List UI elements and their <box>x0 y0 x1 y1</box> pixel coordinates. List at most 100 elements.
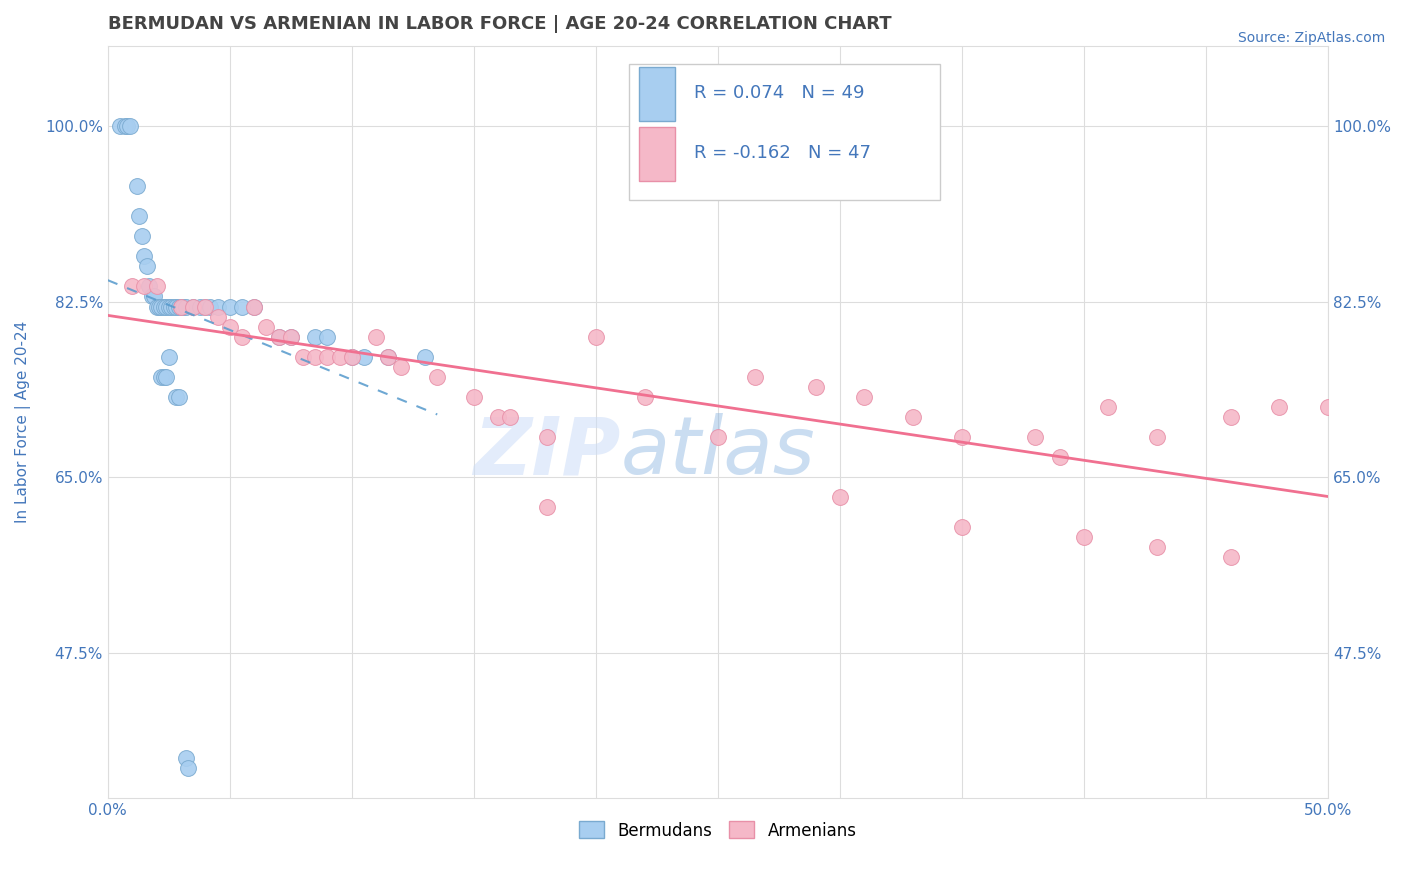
Point <box>903 409 925 424</box>
Point <box>143 289 166 303</box>
Point <box>150 300 173 314</box>
Text: R = -0.162   N = 47: R = -0.162 N = 47 <box>693 145 870 162</box>
Point <box>155 369 177 384</box>
Point <box>194 300 217 314</box>
Point <box>1024 430 1046 444</box>
Point <box>177 761 200 775</box>
Point <box>499 409 522 424</box>
Text: atlas: atlas <box>620 413 815 491</box>
Point <box>304 350 326 364</box>
Point <box>353 350 375 364</box>
Point <box>174 300 197 314</box>
Point <box>172 300 194 314</box>
Text: BERMUDAN VS ARMENIAN IN LABOR FORCE | AGE 20-24 CORRELATION CHART: BERMUDAN VS ARMENIAN IN LABOR FORCE | AG… <box>108 15 891 33</box>
Point <box>200 300 222 314</box>
Point <box>181 300 204 314</box>
Bar <box>638 127 675 181</box>
Point <box>207 300 229 314</box>
Point <box>153 300 176 314</box>
Point <box>167 300 190 314</box>
Point <box>243 300 266 314</box>
Point <box>340 350 363 364</box>
Point <box>585 329 607 343</box>
Text: ZIP: ZIP <box>472 413 620 491</box>
Y-axis label: In Labor Force | Age 20-24: In Labor Force | Age 20-24 <box>15 321 31 523</box>
Point <box>145 300 167 314</box>
FancyBboxPatch shape <box>628 64 941 200</box>
Point <box>134 279 156 293</box>
Point <box>280 329 302 343</box>
Point <box>366 329 388 343</box>
Point <box>950 520 973 534</box>
Point <box>128 209 150 223</box>
Point <box>174 751 197 765</box>
Point <box>377 350 399 364</box>
Point <box>134 249 156 263</box>
Point <box>160 300 183 314</box>
Point <box>413 350 436 364</box>
Point <box>340 350 363 364</box>
Point <box>292 350 315 364</box>
Point <box>150 369 173 384</box>
Point <box>121 279 143 293</box>
Point <box>165 300 187 314</box>
Point <box>218 300 240 314</box>
Point <box>138 279 160 293</box>
Point <box>1219 409 1241 424</box>
Point <box>1317 400 1340 414</box>
Point <box>804 380 827 394</box>
Point <box>377 350 399 364</box>
Point <box>1049 450 1071 464</box>
Point <box>117 119 139 133</box>
Point <box>108 119 131 133</box>
Point <box>1268 400 1291 414</box>
Point <box>267 329 290 343</box>
Point <box>114 119 136 133</box>
Point <box>280 329 302 343</box>
Point <box>316 329 339 343</box>
Point <box>329 350 352 364</box>
Point <box>536 500 558 515</box>
Point <box>828 490 851 504</box>
Point <box>243 300 266 314</box>
Point <box>1219 550 1241 565</box>
Legend: Bermudans, Armenians: Bermudans, Armenians <box>572 814 863 847</box>
Point <box>463 390 485 404</box>
Point <box>267 329 290 343</box>
Point <box>744 369 766 384</box>
Point <box>1146 430 1168 444</box>
Point <box>141 289 163 303</box>
Text: R = 0.074   N = 49: R = 0.074 N = 49 <box>693 84 865 102</box>
Point <box>170 300 193 314</box>
Point <box>207 310 229 324</box>
Bar <box>638 67 675 121</box>
Point <box>148 300 170 314</box>
Point <box>194 300 217 314</box>
Point <box>853 390 876 404</box>
Point <box>131 229 153 244</box>
Point <box>231 300 253 314</box>
Point <box>304 329 326 343</box>
Point <box>218 319 240 334</box>
Point <box>170 300 193 314</box>
Point <box>536 430 558 444</box>
Point <box>165 390 187 404</box>
Point <box>135 260 157 274</box>
Point <box>163 300 186 314</box>
Point <box>634 390 657 404</box>
Point <box>157 350 180 364</box>
Point <box>1097 400 1119 414</box>
Point <box>153 369 176 384</box>
Point <box>190 300 212 314</box>
Point <box>1073 530 1095 544</box>
Point <box>950 430 973 444</box>
Point <box>231 329 253 343</box>
Point <box>145 279 167 293</box>
Point <box>155 300 177 314</box>
Point <box>707 430 730 444</box>
Point <box>181 300 204 314</box>
Point <box>486 409 509 424</box>
Point <box>157 300 180 314</box>
Point <box>316 350 339 364</box>
Point <box>167 390 190 404</box>
